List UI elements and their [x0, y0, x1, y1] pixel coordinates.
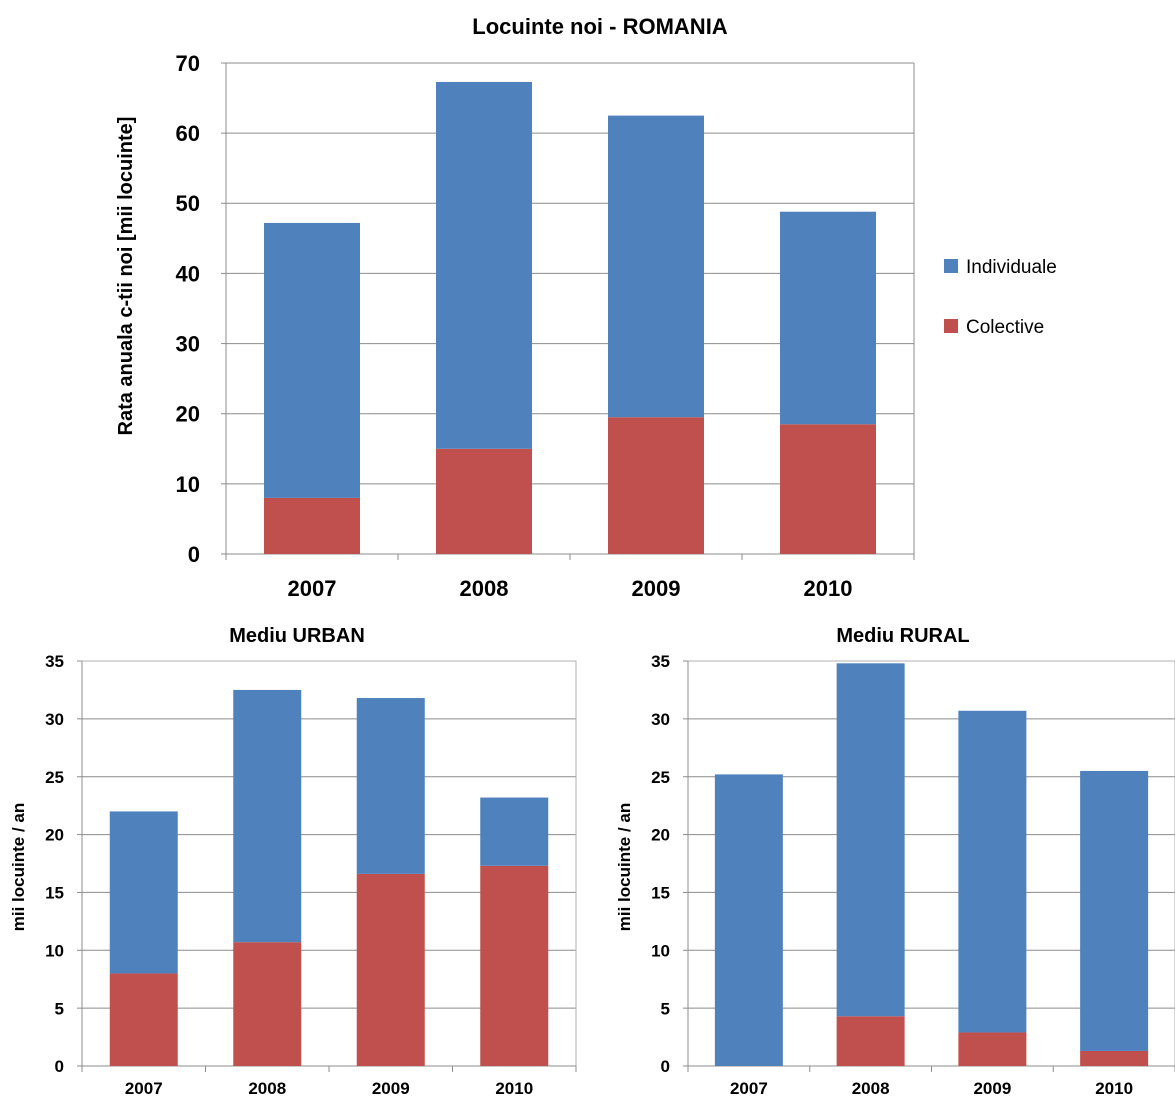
legend-swatch-individuale [944, 259, 958, 273]
chart-title: Mediu URBAN [229, 625, 365, 647]
bar-colective-2009 [958, 1032, 1027, 1066]
x-tick-label: 2008 [248, 1079, 286, 1098]
y-tick-label: 0 [661, 1057, 670, 1076]
y-tick-label: 0 [188, 542, 200, 567]
x-tick-label: 2009 [372, 1079, 410, 1098]
legend-swatch-colective [944, 319, 958, 333]
y-tick-label: 5 [661, 999, 670, 1018]
bar-individuale-2008 [436, 81, 532, 449]
y-tick-label: 15 [45, 884, 64, 903]
y-tick-label: 40 [176, 261, 200, 286]
chart-romania: Locuinte noi - ROMANIA Rata anuala c-tii… [115, 14, 1057, 601]
bar-colective-2010 [480, 865, 549, 1066]
y-tick-label: 15 [651, 884, 670, 903]
bar-individuale-2010 [1080, 770, 1149, 1051]
bar-individuale-2010 [480, 797, 549, 866]
bar-colective-2007 [264, 497, 360, 554]
bar-colective-2008 [436, 448, 532, 554]
bar-colective-2008 [836, 1016, 905, 1066]
x-tick-label: 2007 [125, 1079, 163, 1098]
y-tick-label: 20 [176, 402, 200, 427]
x-tick-label: 2008 [460, 576, 509, 601]
x-tick-label: 2009 [632, 576, 681, 601]
legend-label-colective: Colective [966, 317, 1044, 338]
bar-individuale-2009 [608, 115, 704, 418]
bar-colective-2007 [109, 973, 178, 1066]
legend-label-individuale: Individuale [966, 257, 1057, 278]
bar-individuale-2009 [356, 698, 425, 874]
y-tick-label: 30 [651, 710, 670, 729]
chart-title: Mediu RURAL [836, 625, 969, 647]
bar-individuale-2010 [780, 211, 876, 425]
bar-individuale-2008 [836, 663, 905, 1017]
y-tick-label: 20 [45, 826, 64, 845]
bar-individuale-2007 [109, 811, 178, 974]
x-tick-label: 2008 [852, 1079, 890, 1098]
x-tick-label: 2010 [804, 576, 853, 601]
y-tick-label: 35 [45, 652, 64, 671]
legend: Individuale Colective [944, 257, 1057, 338]
y-axis-title: mii locuinte / an [9, 803, 28, 931]
y-tick-label: 5 [55, 999, 64, 1018]
y-axis-title: mii locuinte / an [615, 803, 634, 931]
y-tick-label: 60 [176, 121, 200, 146]
x-tick-label: 2010 [495, 1079, 533, 1098]
bar-colective-2009 [608, 417, 704, 554]
bar-individuale-2007 [264, 222, 360, 498]
bar-individuale-2009 [958, 710, 1027, 1033]
bar-individuale-2008 [233, 689, 302, 943]
bar-colective-2008 [233, 942, 302, 1066]
y-tick-label: 10 [45, 941, 64, 960]
x-tick-label: 2007 [730, 1079, 768, 1098]
x-tick-label: 2010 [1095, 1079, 1133, 1098]
y-axis-title: Rata anuala c-tii noi [mii locuinte] [115, 117, 137, 436]
bar-individuale-2007 [714, 774, 783, 1066]
bar-colective-2010 [1080, 1050, 1149, 1066]
x-tick-label: 2009 [973, 1079, 1011, 1098]
y-tick-label: 30 [45, 710, 64, 729]
y-tick-label: 10 [651, 941, 670, 960]
y-tick-label: 25 [45, 768, 64, 787]
bar-colective-2010 [780, 424, 876, 554]
y-tick-label: 10 [176, 472, 200, 497]
x-tick-label: 2007 [288, 576, 337, 601]
chart-rural: Mediu RURAL mii locuinte / an 0 5 10 15 20 25… [615, 625, 1175, 1098]
y-tick-label: 0 [55, 1057, 64, 1076]
y-tick-label: 25 [651, 768, 670, 787]
y-tick-label: 20 [651, 826, 670, 845]
chart-urban: Mediu URBAN mii locuinte / an 0 5 10 15 20 25… [9, 625, 577, 1098]
y-tick-label: 50 [176, 191, 200, 216]
chart-title: Locuinte noi - ROMANIA [472, 14, 728, 39]
bar-colective-2009 [356, 873, 425, 1066]
y-tick-label: 70 [176, 51, 200, 76]
y-tick-label: 35 [651, 652, 670, 671]
y-tick-label: 30 [176, 331, 200, 356]
